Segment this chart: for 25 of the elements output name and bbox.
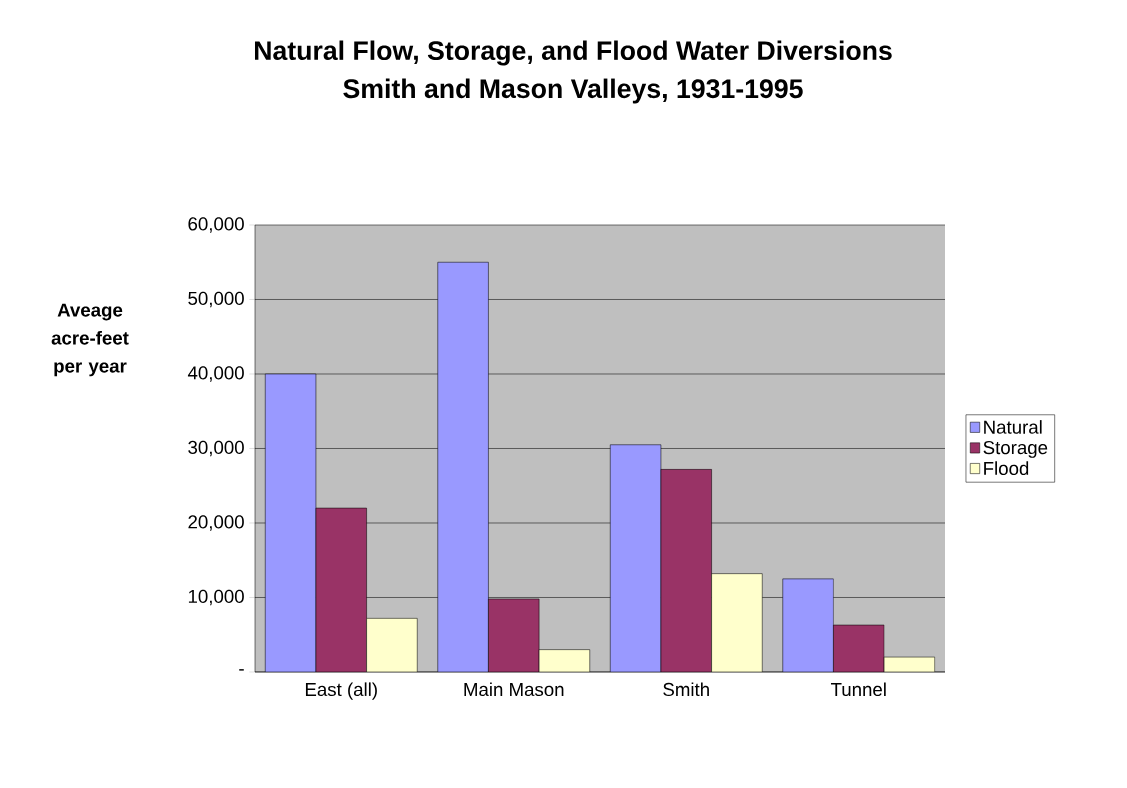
bar	[609, 444, 662, 672]
bar	[264, 373, 317, 672]
y-tick-label: 60,000	[188, 217, 244, 233]
chart-subtitle: Smith and Mason Valleys, 1931-1995	[343, 78, 803, 104]
x-tick-label: Main Mason	[464, 682, 564, 697]
y-axis-title: Aveage acre-feet per year	[51, 303, 129, 377]
y-tick-label: 50,000	[188, 291, 244, 308]
bar	[833, 624, 885, 672]
y-tick-label: 20,000	[188, 515, 244, 531]
chart-title: Natural Flow, Storage, and Flood Water Diversions	[254, 40, 892, 66]
x-tick-label: East (all)	[305, 682, 377, 700]
x-tick-label: Smith	[663, 682, 709, 697]
x-tick-label: Tunnel	[830, 682, 886, 697]
y-tick-label: 10,000	[188, 589, 244, 606]
bar	[437, 261, 489, 672]
bar	[315, 507, 367, 672]
y-tick-label: -	[239, 669, 244, 671]
bar	[782, 578, 834, 672]
y-tick-label: 40,000	[187, 366, 244, 382]
legend-label: Natural	[984, 420, 1042, 434]
bar	[660, 469, 712, 672]
bar	[488, 598, 540, 672]
legend-label: Storage	[983, 440, 1048, 458]
legend-label: Flood	[984, 461, 1029, 476]
y-tick-label: 30,000	[188, 440, 244, 457]
